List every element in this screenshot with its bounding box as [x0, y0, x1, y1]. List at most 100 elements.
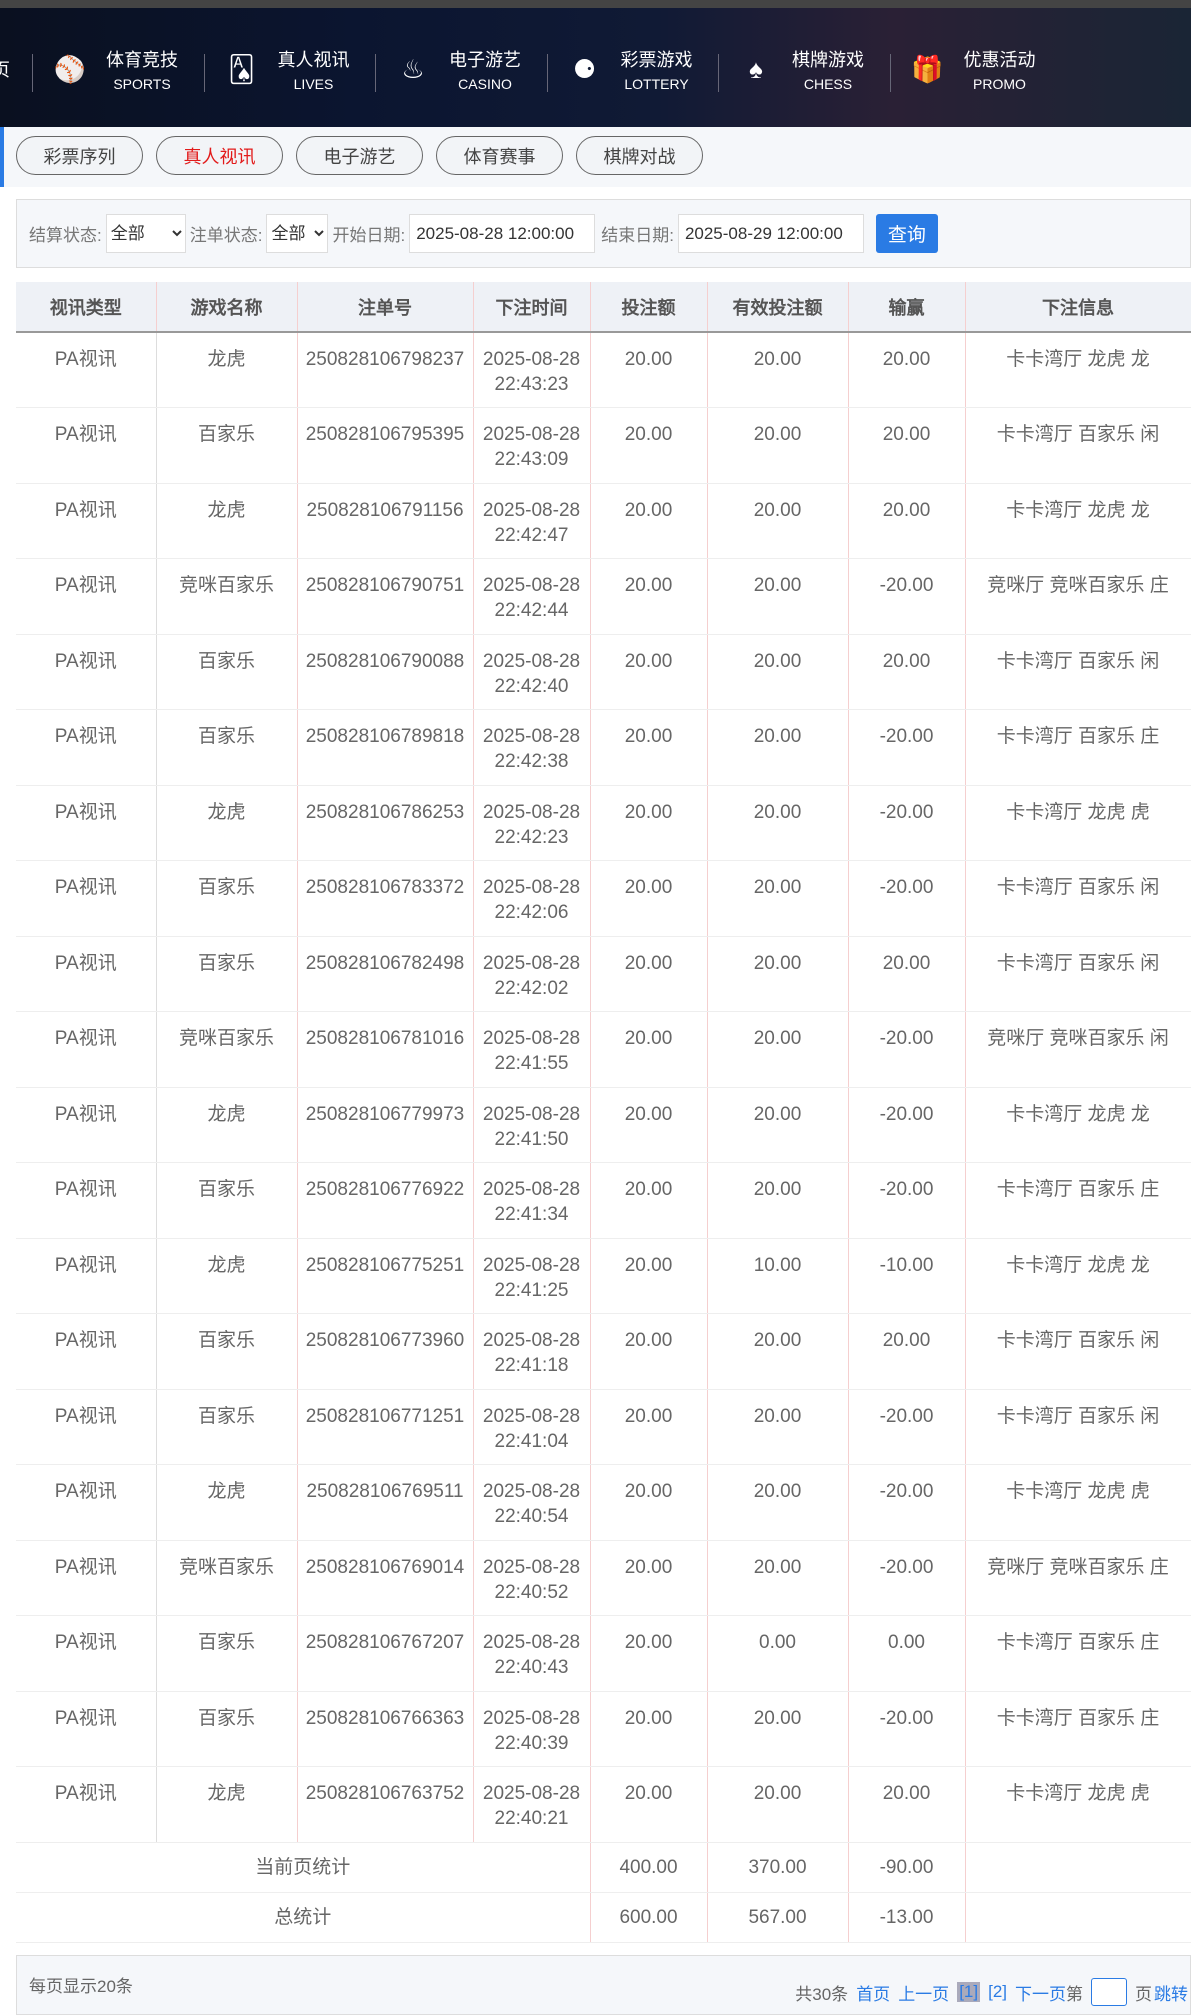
table-cell: 卡卡湾厅 百家乐 庄 — [965, 1615, 1191, 1692]
table-cell: 百家乐 — [156, 407, 298, 484]
table-cell: 2025-08-28 22:40:52 — [473, 1540, 591, 1616]
start-date-label: 开始日期: — [332, 226, 406, 245]
table-cell: 20.00 — [707, 558, 849, 635]
start-date-input[interactable]: 2025-08-28 12:00:00 — [409, 214, 596, 253]
nav-label: 体育竞技 — [106, 50, 178, 70]
table-cell: 250828106782498 — [297, 936, 474, 1012]
nav-item-casino[interactable]: ♨ 电子游艺 CASINO — [395, 44, 521, 94]
table-cell: -20.00 — [848, 860, 966, 937]
table-cell: 250828106773960 — [297, 1313, 474, 1390]
table-cell: 2025-08-28 22:41:18 — [473, 1313, 591, 1390]
table-cell: 卡卡湾厅 龙虎 虎 — [965, 1766, 1191, 1843]
table-cell: PA视讯 — [16, 709, 157, 786]
tab-2[interactable]: 电子游艺 — [296, 136, 423, 175]
page-2-link[interactable]: [2] — [988, 1982, 1007, 2001]
tab-3[interactable]: 体育赛事 — [436, 136, 563, 175]
table-cell: PA视讯 — [16, 332, 157, 408]
table-row: PA视讯 百家乐 250828106789818 2025-08-28 22:42:3… — [16, 709, 1191, 786]
table-cell: 250828106790088 — [297, 634, 474, 710]
table-cell: 20.00 — [707, 1162, 849, 1239]
table-cell: 250828106763752 — [297, 1766, 474, 1843]
summary-empty — [965, 1842, 1191, 1893]
table-cell: 20.00 — [707, 936, 849, 1012]
table-cell: 250828106798237 — [297, 332, 474, 408]
next-page-link[interactable]: 下一页 — [1015, 1984, 1066, 2004]
table-cell: 20.00 — [590, 1766, 708, 1843]
table-cell: -20.00 — [848, 1162, 966, 1239]
table-cell: 20.00 — [707, 785, 849, 861]
query-button[interactable]: 查询 — [875, 214, 938, 253]
table-row: PA视讯 龙虎 250828106786253 2025-08-28 22:42:23… — [16, 785, 1191, 861]
table-cell: 2025-08-28 22:42:02 — [473, 936, 591, 1012]
table-cell: 250828106776922 — [297, 1162, 474, 1239]
page-suffix: 页 — [1135, 1984, 1152, 2004]
nav-label: 真人视讯 — [277, 50, 350, 70]
table-cell: 竞咪厅 竞咪百家乐 闲 — [965, 1011, 1191, 1088]
page-number-input[interactable] — [1091, 1978, 1127, 2006]
nav-item-lives[interactable]: 🂡 真人视讯 LIVES — [224, 44, 350, 94]
lottery-balls-icon: ⚈ — [572, 53, 597, 84]
nav-item-lottery[interactable]: ⚈ 彩票游戏 LOTTERY — [567, 44, 693, 94]
table-cell: -20.00 — [848, 709, 966, 786]
filter-bar: 结算状态: 全部 注单状态: 全部 开始日期: 2025-08-28 12:00… — [16, 199, 1191, 268]
table-cell: 20.00 — [590, 936, 708, 1012]
table-cell: 250828106791156 — [297, 483, 474, 559]
tab-4[interactable]: 棋牌对战 — [576, 136, 703, 175]
spade-icon: ♠ — [749, 53, 763, 84]
nav-divider — [889, 54, 891, 92]
table-row: PA视讯 龙虎 250828106763752 2025-08-28 22:40:21… — [16, 1766, 1191, 1843]
order-status-label: 注单状态: — [189, 226, 263, 245]
jump-button[interactable]: 跳转 — [1154, 1984, 1188, 2004]
table-cell: 20.00 — [848, 936, 966, 1012]
summary-bet: 600.00 — [590, 1892, 708, 1943]
prev-page-link[interactable]: 上一页 — [898, 1984, 950, 2004]
settle-status-select[interactable]: 全部 — [105, 214, 186, 253]
tab-0[interactable]: 彩票序列 — [16, 136, 143, 175]
table-cell: 20.00 — [848, 483, 966, 559]
tab-1[interactable]: 真人视讯 — [156, 136, 283, 175]
order-status-select[interactable]: 全部 — [266, 214, 329, 253]
table-cell: 百家乐 — [156, 860, 298, 937]
table-cell: 卡卡湾厅 百家乐 闲 — [965, 1389, 1191, 1465]
table-cell: 20.00 — [707, 1691, 849, 1767]
table-cell: 2025-08-28 22:43:23 — [473, 332, 591, 408]
table-header-row: 视讯类型 游戏名称 注单号 下注时间 投注额 有效投注额 输赢 下注信息 — [16, 282, 1191, 333]
column-header: 游戏名称 — [156, 282, 298, 333]
table-cell: 250828106790751 — [297, 558, 474, 635]
page-1-link[interactable]: [1] — [957, 1982, 981, 2002]
sports-ball-icon: ⚾ — [53, 53, 87, 84]
table-cell: 20.00 — [707, 332, 849, 408]
first-page-link[interactable]: 首页 — [856, 1984, 891, 2004]
nav-divider — [203, 54, 205, 92]
table-cell: 龙虎 — [156, 1238, 298, 1314]
per-page-text: 每页显示20条 — [29, 1977, 133, 1996]
nav-item-partial[interactable]: 页 — [0, 60, 10, 80]
table-cell: 百家乐 — [156, 1389, 298, 1465]
table-cell: PA视讯 — [16, 1162, 157, 1239]
nav-item-chess[interactable]: ♠ 棋牌游戏 CHESS — [738, 44, 864, 94]
summary-bet: 400.00 — [590, 1842, 708, 1893]
table-cell: 20.00 — [590, 1011, 708, 1088]
nav-sublabel: CHESS — [803, 76, 853, 92]
cards-icon: 🂡 — [228, 53, 255, 84]
table-cell: 20.00 — [707, 634, 849, 710]
total-count: 共30条 — [795, 1984, 849, 2004]
table-cell: 2025-08-28 22:42:06 — [473, 860, 591, 937]
table-cell: 卡卡湾厅 百家乐 闲 — [965, 936, 1191, 1012]
table-cell: 0.00 — [848, 1615, 966, 1692]
table-cell: PA视讯 — [16, 483, 157, 559]
table-cell: PA视讯 — [16, 1238, 157, 1314]
column-header: 输赢 — [848, 282, 966, 333]
table-row: PA视讯 百家乐 250828106790088 2025-08-28 22:42:4… — [16, 634, 1191, 710]
table-cell: PA视讯 — [16, 1615, 157, 1692]
table-cell: 250828106781016 — [297, 1011, 474, 1088]
table-cell: -20.00 — [848, 1087, 966, 1163]
table-cell: 卡卡湾厅 百家乐 闲 — [965, 860, 1191, 937]
table-row: PA视讯 龙虎 250828106798237 2025-08-28 22:43:23… — [16, 332, 1191, 408]
table-cell: 20.00 — [707, 1011, 849, 1088]
nav-item-sports[interactable]: ⚾ 体育竞技 SPORTS — [52, 44, 178, 94]
end-date-input[interactable]: 2025-08-29 12:00:00 — [677, 214, 864, 253]
nav-item-promo[interactable]: 🎁 优惠活动 PROMO — [910, 44, 1035, 94]
table-row: PA视讯 百家乐 250828106767207 2025-08-28 22:40:4… — [16, 1615, 1191, 1692]
column-header: 投注额 — [590, 282, 708, 333]
